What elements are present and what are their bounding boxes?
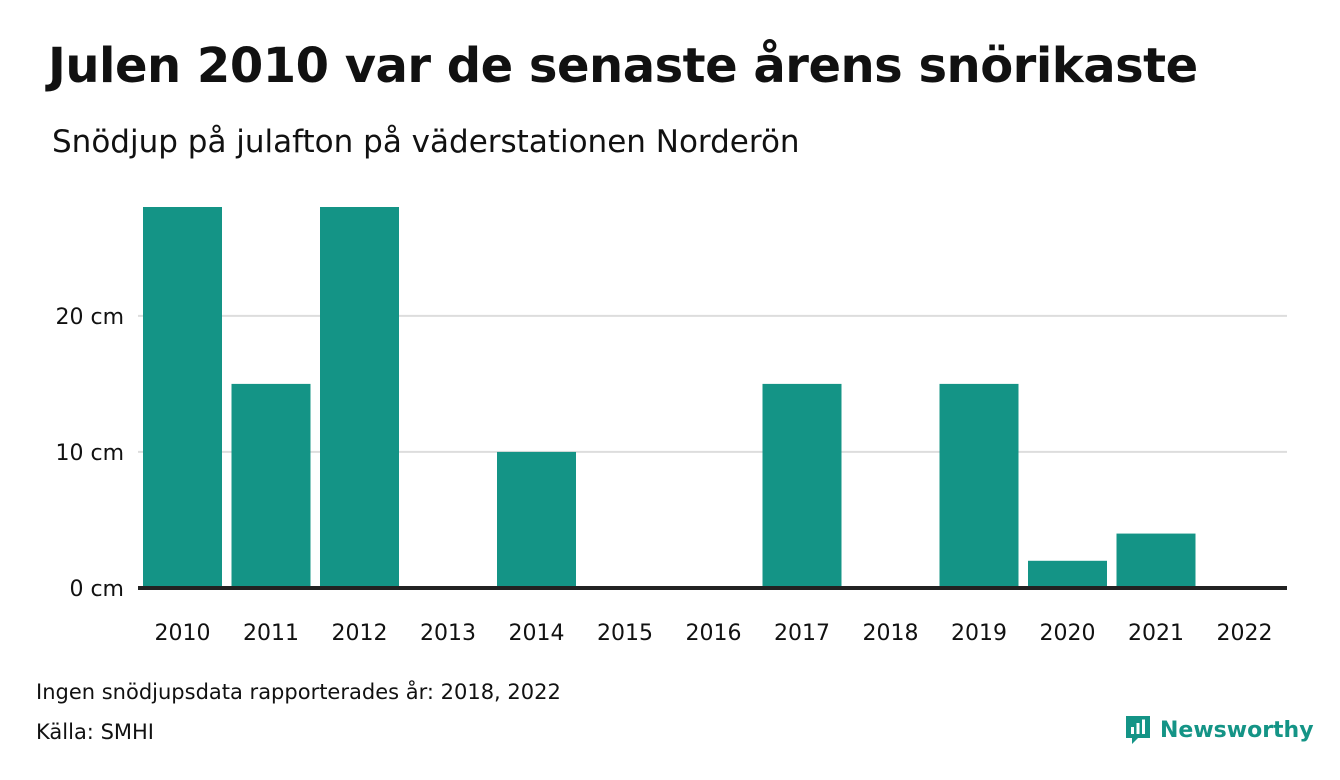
x-tick-label: 2021 — [1128, 621, 1184, 646]
bar-2019 — [939, 383, 1019, 588]
bar-2012 — [320, 207, 399, 588]
x-tick-label: 2011 — [243, 621, 299, 646]
x-tick-label: 2016 — [686, 621, 742, 646]
x-tick-label: 2012 — [332, 621, 388, 646]
x-tick-label: 2018 — [863, 621, 919, 646]
x-tick-label: 2013 — [420, 621, 476, 646]
y-axis-tick-labels: 0 cm 10 cm 20 cm — [55, 305, 124, 602]
x-tick-label: 2020 — [1040, 621, 1096, 646]
x-tick-label: 2014 — [509, 621, 565, 646]
bar-2021 — [1116, 533, 1196, 588]
x-tick-label: 2010 — [155, 621, 211, 646]
source-name: SMHI — [100, 720, 154, 744]
bar-2011 — [231, 383, 311, 588]
bar-2017 — [762, 383, 842, 588]
bar-2020 — [1028, 560, 1107, 588]
source-line: Källa: SMHI — [36, 720, 154, 744]
bar-2014 — [497, 451, 576, 588]
newsworthy-brand: Newsworthy — [1124, 714, 1314, 746]
x-tick-label: 2015 — [597, 621, 653, 646]
source-prefix: Källa: — [36, 720, 101, 744]
x-tick-label: 2022 — [1217, 621, 1273, 646]
y-tick-label: 20 cm — [55, 305, 124, 330]
bars — [143, 207, 1196, 588]
y-tick-label: 10 cm — [55, 441, 124, 466]
y-tick-label: 0 cm — [69, 577, 124, 602]
x-tick-label: 2017 — [774, 621, 830, 646]
brand-name: Newsworthy — [1160, 717, 1314, 743]
x-axis-tick-labels: 2010 2011 2012 2013 2014 2015 2016 2017 2018 2019… — [155, 621, 1273, 646]
chart-subtitle: Snödjup på julafton på väderstationen No… — [52, 124, 800, 160]
bar-2010 — [143, 207, 222, 588]
x-tick-label: 2019 — [951, 621, 1007, 646]
newsworthy-logo-icon — [1126, 716, 1150, 744]
chart-title: Julen 2010 var de senaste årens snörikas… — [48, 38, 1198, 94]
missing-data-note: Ingen snödjupsdata rapporterades år: 201… — [36, 680, 561, 704]
